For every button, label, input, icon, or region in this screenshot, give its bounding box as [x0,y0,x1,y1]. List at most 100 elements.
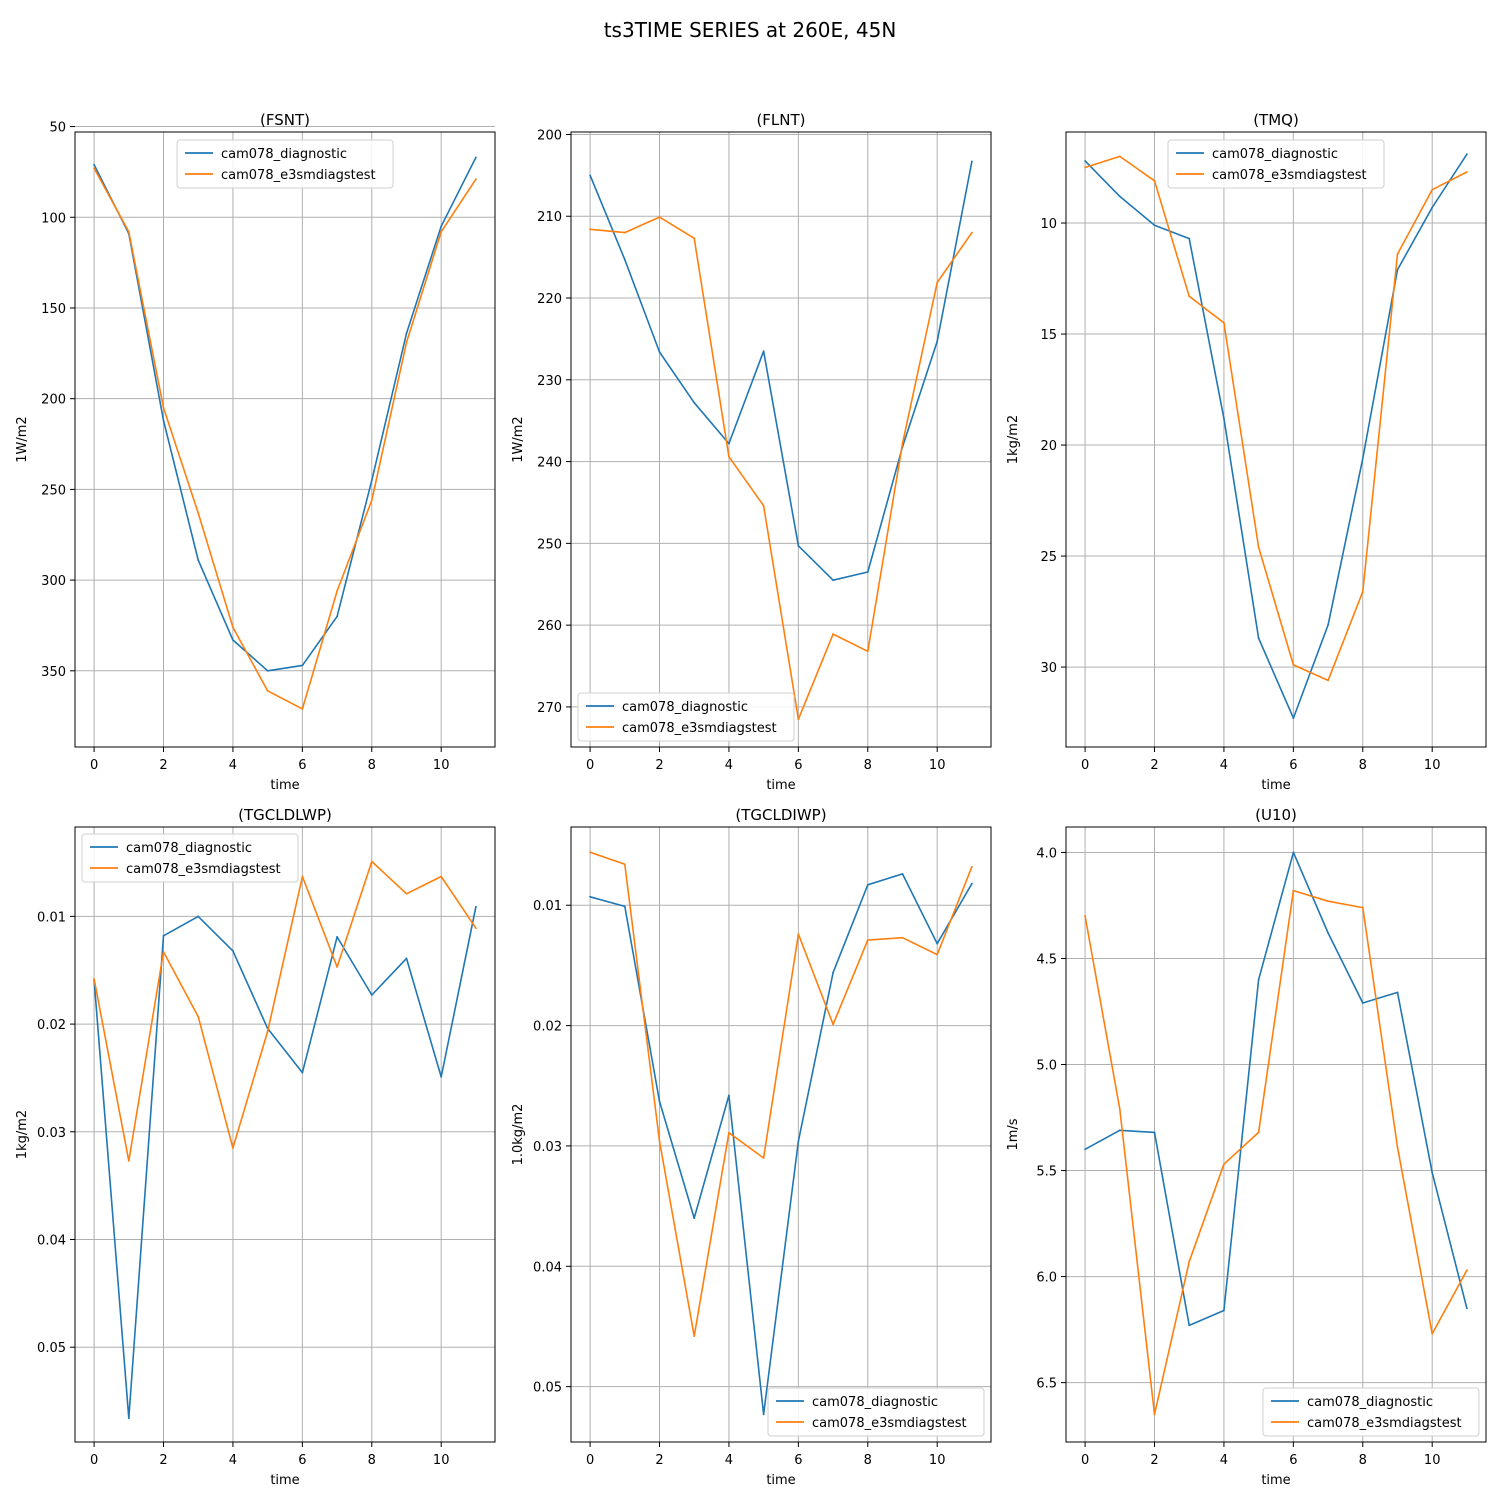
data-point [1153,179,1156,182]
legend-box [81,833,299,883]
data-point [1466,153,1468,156]
data-point [832,1023,834,1026]
data-point [440,1075,443,1078]
data-point [1466,1269,1468,1272]
data-point [475,178,477,181]
x-tick-label: 6 [298,758,306,773]
x-tick-label: 4 [1220,758,1228,773]
x-tick-label: 0 [586,1453,594,1468]
y-tick-label: 0.03 [533,1140,562,1155]
axes-frame [74,131,496,748]
legend-label-1: cam078_diagnostic [1212,147,1338,162]
data-point [728,1131,730,1134]
x-tick-label: 0 [90,758,98,773]
y-tick-label: 100 [41,211,66,226]
x-tick-label: 0 [1081,1453,1089,1468]
data-point [693,237,696,240]
series-line-2 [1084,889,1468,1416]
x-tick-label: 6 [298,1453,306,1468]
data-point [1084,159,1086,162]
axes-frame [74,826,496,1443]
data-point [971,865,973,868]
x-tick-label: 10 [433,1453,450,1468]
y-tick-label: 30 [1040,661,1057,676]
data-point [936,953,939,956]
legend-label-1: cam078_diagnostic [1307,1395,1433,1410]
data-point [1118,1108,1121,1110]
x-tick-label: 2 [159,1453,167,1468]
y-tick-label: 200 [41,393,66,408]
y-tick-label: 250 [537,537,562,552]
y-tick-label: 0.01 [533,899,562,914]
data-point [301,1071,304,1074]
axes-frame [1065,131,1487,748]
x-tick-label: 6 [794,758,802,773]
data-point [589,851,591,854]
subplot-title: (FLNT) [756,111,805,129]
series-line-1 [589,873,973,1416]
legend-label-2: cam078_e3smdiagstest [1307,1416,1462,1431]
data-point [623,863,626,866]
data-point [1118,195,1121,198]
data-point [93,163,95,166]
y-tick-label: 0.05 [533,1381,562,1396]
data-point [197,559,200,562]
x-tick-label: 8 [864,758,872,773]
data-point [370,499,373,502]
data-point [971,882,973,885]
y-axis-label: 1kg/m2 [1006,415,1021,464]
data-point [1084,166,1086,169]
series-line-1 [1084,153,1468,719]
legend-label-2: cam078_e3smdiagstest [622,721,777,736]
legend-box [176,139,394,189]
data-point [336,966,338,968]
x-tick-label: 10 [1424,1453,1441,1468]
data-point [1431,1171,1434,1174]
series-line-1 [93,157,477,672]
data-point [762,504,765,507]
legend-label-2: cam078_e3smdiagstest [126,862,281,877]
data-point [658,1140,661,1143]
y-tick-label: 25 [1040,550,1057,565]
x-tick-label: 8 [864,1453,872,1468]
data-point [336,615,338,618]
x-tick-label: 0 [586,758,594,773]
data-point [232,949,234,952]
x-tick-label: 10 [929,758,946,773]
data-point [762,1413,765,1416]
subplot-1: 0 2 4 6 8 10 50 100 150 200 250 300 350 (FSNT) time 1W/… [15,111,496,793]
x-tick-label: 10 [929,1453,946,1468]
data-point [93,977,95,980]
y-tick-label: 6.5 [1036,1377,1057,1392]
data-point [936,340,939,343]
y-tick-label: 260 [537,619,562,634]
data-point [197,1015,200,1018]
y-tick-label: 250 [41,483,66,498]
x-tick-label: 2 [655,758,663,773]
y-tick-label: 20 [1040,439,1057,454]
data-point [1118,1129,1121,1132]
data-point [1431,206,1434,209]
data-point [127,230,130,233]
data-point [93,167,95,170]
subplot-title: (FSNT) [260,111,310,129]
data-point [1257,637,1260,640]
data-point [1257,546,1260,549]
data-point [658,351,661,353]
series-line-2 [1084,155,1468,682]
x-tick-label: 6 [1289,1453,1297,1468]
legend: cam078_diagnostic cam078_e3smdiagstest [176,139,394,189]
y-tick-label: 4.0 [1036,846,1057,861]
x-tick-label: 6 [1289,758,1297,773]
data-point [832,633,834,636]
data-point [1396,991,1399,994]
subplot-6: 0 2 4 6 8 10 4.0 4.5 5.0 5.5 6.0 6.5 (U10) time 1m/s ca… [1006,806,1487,1488]
data-point [797,933,800,936]
data-point [866,939,869,942]
x-tick-label: 8 [368,758,376,773]
data-point [623,905,626,908]
data-point [1466,1307,1468,1310]
data-point [832,971,834,974]
data-point [266,669,269,672]
data-point [728,442,730,445]
